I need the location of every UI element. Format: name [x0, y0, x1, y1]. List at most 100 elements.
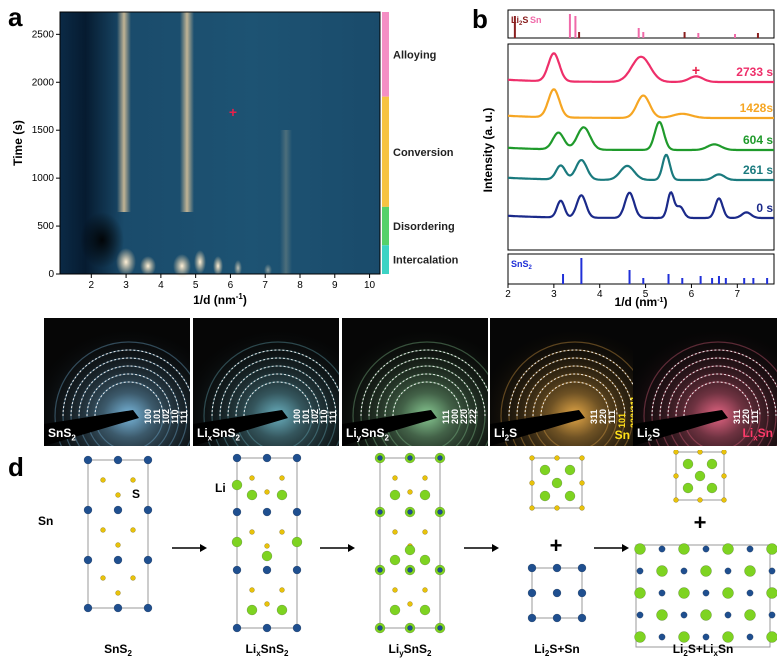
li-atom	[419, 489, 431, 501]
phase-label-secondary: Sn	[614, 428, 630, 442]
spectrum-curve	[508, 88, 774, 120]
x-tick-label: 5	[643, 289, 649, 300]
y-tick-label: 500	[37, 221, 54, 232]
sn-atom	[702, 589, 710, 597]
y-tick-label: 1000	[32, 173, 55, 184]
li-atom	[656, 609, 668, 621]
sn-atom	[407, 455, 413, 461]
bottom-reference-box	[507, 253, 775, 285]
sn-atom	[262, 565, 272, 575]
heatmap-spot	[264, 264, 272, 276]
li-atom	[539, 464, 551, 476]
sn-atom	[768, 567, 776, 575]
panel-d-structures: + + Sn S Li SnS2 LixSnS2 LiySnS2 Li2S+Sn Li2…	[38, 450, 777, 658]
stage-segment	[382, 96, 389, 207]
li-atom	[744, 565, 756, 577]
s-atom	[721, 450, 727, 455]
sn-atom	[768, 611, 776, 619]
s-atom	[422, 529, 428, 535]
heatmap-band	[280, 130, 292, 274]
sn-atom	[262, 507, 272, 517]
sn-atom	[292, 623, 302, 633]
s-atom	[529, 480, 535, 486]
sn-atom	[292, 507, 302, 517]
sn-atom	[113, 455, 123, 465]
li-atom	[419, 604, 431, 616]
phase-label: Li2S	[637, 425, 661, 442]
sn-atom	[143, 603, 153, 613]
y-tick-label: 0	[48, 269, 54, 280]
sn-atom	[552, 613, 562, 623]
s-atom	[673, 497, 679, 503]
top-reference-box	[507, 9, 775, 39]
sn-atom	[292, 453, 302, 463]
sn-atom	[746, 545, 754, 553]
s-atom	[721, 473, 727, 479]
heatmap-band	[180, 12, 194, 212]
sn-atom	[143, 555, 153, 565]
s-atom	[100, 527, 106, 533]
arrow-3	[464, 544, 499, 552]
heatmap-spot	[234, 260, 242, 276]
li-atom	[700, 565, 712, 577]
s-atom	[721, 497, 727, 503]
stage-label: Intercalation	[393, 255, 459, 267]
sn-atom	[680, 567, 688, 575]
stage-segment	[382, 12, 389, 97]
heatmap-band	[117, 12, 131, 212]
top-ref-label-sn: Sn	[530, 15, 542, 25]
sn-atom	[262, 453, 272, 463]
sn-atom	[437, 509, 443, 515]
s-atom	[249, 475, 255, 481]
li-atom	[678, 543, 690, 555]
sn-atom	[83, 603, 93, 613]
top-reference-lines	[513, 14, 759, 38]
sn-atom	[83, 455, 93, 465]
s-atom	[697, 497, 703, 503]
stage-segment	[382, 206, 389, 246]
sn-atom	[143, 455, 153, 465]
li-atom	[539, 490, 551, 502]
li-atom	[291, 536, 303, 548]
s-atom	[279, 529, 285, 535]
sn-atom	[636, 567, 644, 575]
li-atom	[706, 458, 718, 470]
li-atom	[564, 464, 576, 476]
sn-atom	[724, 611, 732, 619]
spectra-labels: 2733 s 1428s 604 s 261 s 0 s	[736, 65, 773, 215]
sn-atom	[407, 625, 413, 631]
spectrum-label: 1428s	[740, 101, 774, 115]
y-tick-label: 1500	[32, 125, 55, 136]
stage-labels: Alloying Conversion Disordering Intercalati…	[393, 49, 459, 266]
sn-atom	[83, 555, 93, 565]
panel-b-ylabel: Intensity (a. u.)	[481, 108, 495, 193]
li-atom	[634, 587, 646, 599]
heatmap-spot	[116, 248, 136, 276]
ring-index-label: 111	[328, 409, 338, 424]
panel-label-d: d	[8, 452, 24, 482]
bottom-reference-lines	[562, 258, 769, 284]
sn-atom	[143, 505, 153, 515]
phase-label-secondary: LixSn	[742, 425, 773, 442]
atom-label-li: Li	[215, 481, 226, 495]
y-tick-label: 2500	[32, 29, 55, 40]
li-atom	[634, 631, 646, 643]
sn-atom	[680, 611, 688, 619]
s-atom	[279, 587, 285, 593]
s-atom	[579, 480, 585, 486]
sn-atom	[702, 545, 710, 553]
stage-label: Conversion	[393, 147, 454, 159]
plus-sign-1: +	[550, 533, 563, 558]
sn-atom	[746, 633, 754, 641]
li-atom	[766, 543, 777, 555]
s-atom	[249, 587, 255, 593]
spectrum-label: 261 s	[743, 163, 773, 177]
s-atom	[554, 505, 560, 511]
li-atom	[389, 554, 401, 566]
phase-label: LixSnS2	[197, 425, 240, 442]
li-atom	[694, 470, 706, 482]
sn-atom	[577, 588, 587, 598]
phase-label: LiySnS2	[346, 425, 389, 442]
ring-index-label: 111	[607, 409, 617, 424]
